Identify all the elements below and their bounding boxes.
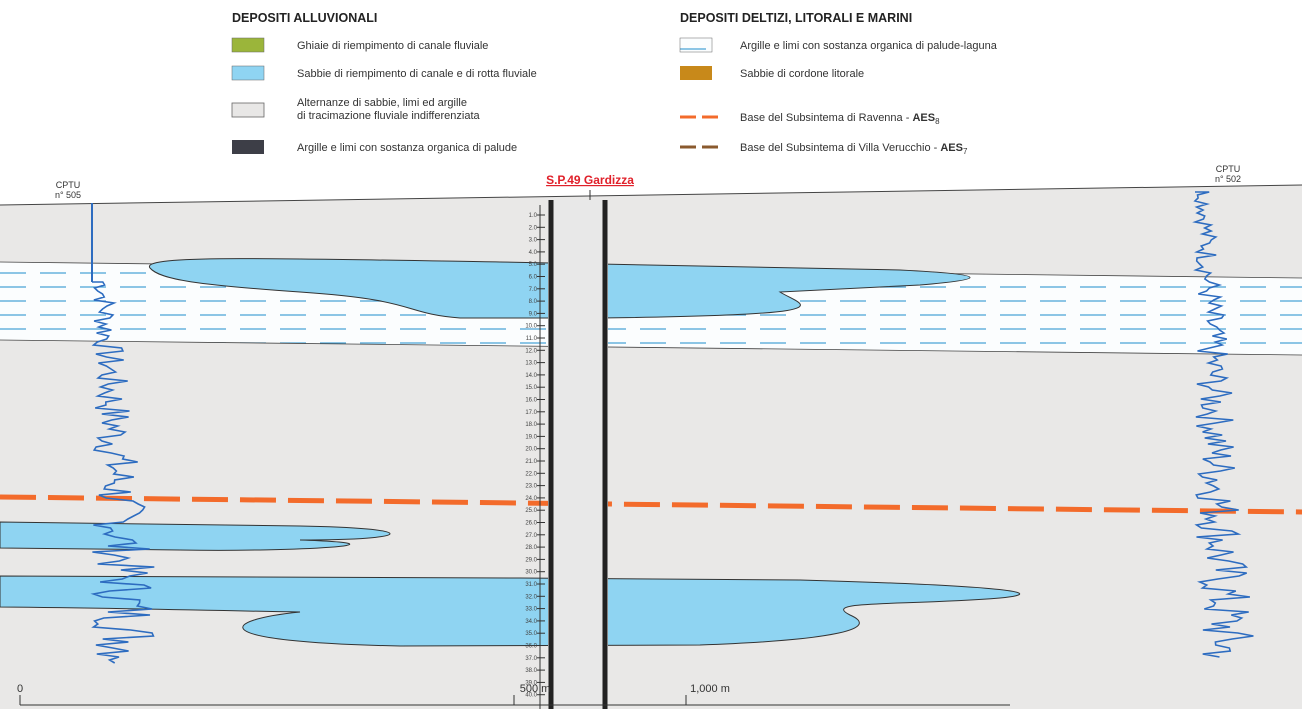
legend-item: Sabbie di riempimento di canale e di rot… xyxy=(297,68,537,80)
swatch xyxy=(679,37,713,53)
borehole-label: S.P.49 Gardizza xyxy=(546,173,634,187)
legend-item: Sabbie di cordone litorale xyxy=(740,68,864,80)
legend-title: DEPOSITI DELTIZI, LITORALI E MARINI xyxy=(680,11,912,25)
depth-label: 36.0 xyxy=(525,644,537,650)
swatch xyxy=(680,66,712,80)
depth-label: 22.0 xyxy=(525,471,537,477)
depth-label: 24.0 xyxy=(525,496,537,502)
depth-label: 30.0 xyxy=(525,570,537,576)
swatch xyxy=(232,140,264,154)
aes8-base xyxy=(0,494,1302,515)
legend-item: di tracimazione fluviale indifferenziata xyxy=(297,110,480,122)
legend-item: Argille e limi con sostanza organica di … xyxy=(297,142,517,154)
depth-label: 14.0 xyxy=(525,373,537,379)
depth-label: 40.0 xyxy=(525,693,537,699)
surface xyxy=(0,184,1302,206)
depth-label: 9.0 xyxy=(529,311,538,317)
depth-label: 25.0 xyxy=(525,508,537,514)
scale-label: 500 m xyxy=(520,683,551,695)
depth-label: 7.0 xyxy=(529,287,538,293)
cptu-log xyxy=(1192,191,1254,658)
swatch xyxy=(231,102,265,118)
depth-label: 28.0 xyxy=(525,545,537,551)
depth-label: 39.0 xyxy=(525,680,537,686)
depth-label: 18.0 xyxy=(525,422,537,428)
depth-label: 6.0 xyxy=(529,275,538,281)
sand-lens xyxy=(0,575,1021,647)
scale-label: 0 xyxy=(17,683,23,695)
depth-label: 31.0 xyxy=(525,582,537,588)
depth-label: 8.0 xyxy=(529,299,538,305)
depth-label: 12.0 xyxy=(525,348,537,354)
depth-label: 13.0 xyxy=(525,361,537,367)
cptu-label: CPTU xyxy=(1216,164,1241,174)
legend-item: Ghiaie di riempimento di canale fluviale xyxy=(297,40,488,52)
cptu-label: n° 505 xyxy=(55,190,81,200)
depth-label: 20.0 xyxy=(525,447,537,453)
sand-lens xyxy=(0,521,391,551)
depth-label: 35.0 xyxy=(525,631,537,637)
depth-label: 38.0 xyxy=(525,668,537,674)
depth-label: 21.0 xyxy=(525,459,537,465)
depth-label: 10.0 xyxy=(525,324,537,330)
depth-label: 15.0 xyxy=(525,385,537,391)
depth-label: 5.0 xyxy=(529,262,538,268)
depth-label: 32.0 xyxy=(525,594,537,600)
depth-label: 27.0 xyxy=(525,533,537,539)
cptu-label: n° 502 xyxy=(1215,174,1241,184)
depth-label: 2.0 xyxy=(529,225,538,231)
depth-label: 17.0 xyxy=(525,410,537,416)
depth-label: 4.0 xyxy=(529,250,538,256)
depth-label: 29.0 xyxy=(525,557,537,563)
depth-label: 11.0 xyxy=(526,336,538,342)
depth-label: 37.0 xyxy=(525,656,537,662)
boundary xyxy=(0,339,1302,356)
legend-item: Base del Subsintema di Ravenna - AES8 xyxy=(740,112,940,126)
depth-label: 3.0 xyxy=(529,238,538,244)
depth-label: 34.0 xyxy=(525,619,537,625)
cptu-log xyxy=(90,281,155,664)
swatch xyxy=(231,65,265,81)
borehole xyxy=(548,200,608,709)
depth-label: 23.0 xyxy=(525,484,537,490)
scale-label: 1,000 m xyxy=(690,683,730,695)
cptu-label: CPTU xyxy=(56,180,81,190)
legend-item: Base del Subsintema di Villa Verucchio -… xyxy=(740,142,968,156)
legend-title: DEPOSITI ALLUVIONALI xyxy=(232,11,377,25)
depth-label: 16.0 xyxy=(525,398,537,404)
depth-label: 33.0 xyxy=(525,607,537,613)
legend-item: Argille e limi con sostanza organica di … xyxy=(740,40,998,52)
depth-label: 1.0 xyxy=(529,213,538,219)
depth-label: 19.0 xyxy=(525,434,537,440)
legend-item: Alternanze di sabbie, limi ed argille xyxy=(297,97,467,109)
depth-label: 26.0 xyxy=(525,521,537,527)
swatch xyxy=(231,37,265,53)
